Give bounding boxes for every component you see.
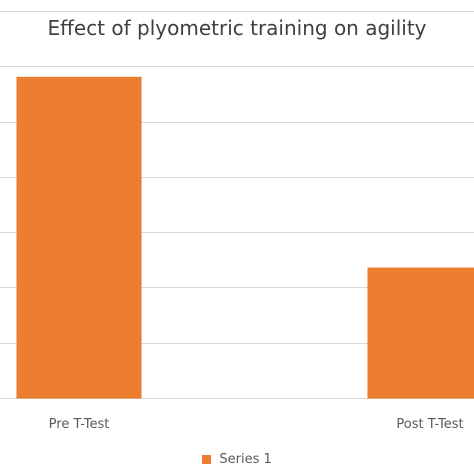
legend: Series 1 bbox=[0, 452, 474, 467]
bar-post-t-test bbox=[367, 267, 474, 399]
category-label: Pre T-Test bbox=[49, 417, 110, 432]
bar-pre-t-test bbox=[16, 76, 142, 399]
category-labels: Pre T-Test Post T-Test bbox=[49, 417, 464, 432]
bars bbox=[16, 76, 474, 399]
legend-label: Series 1 bbox=[219, 452, 272, 467]
category-label: Post T-Test bbox=[396, 417, 463, 432]
legend-swatch bbox=[202, 455, 212, 464]
chart-title: Effect of plyometric training on agility bbox=[47, 16, 427, 40]
